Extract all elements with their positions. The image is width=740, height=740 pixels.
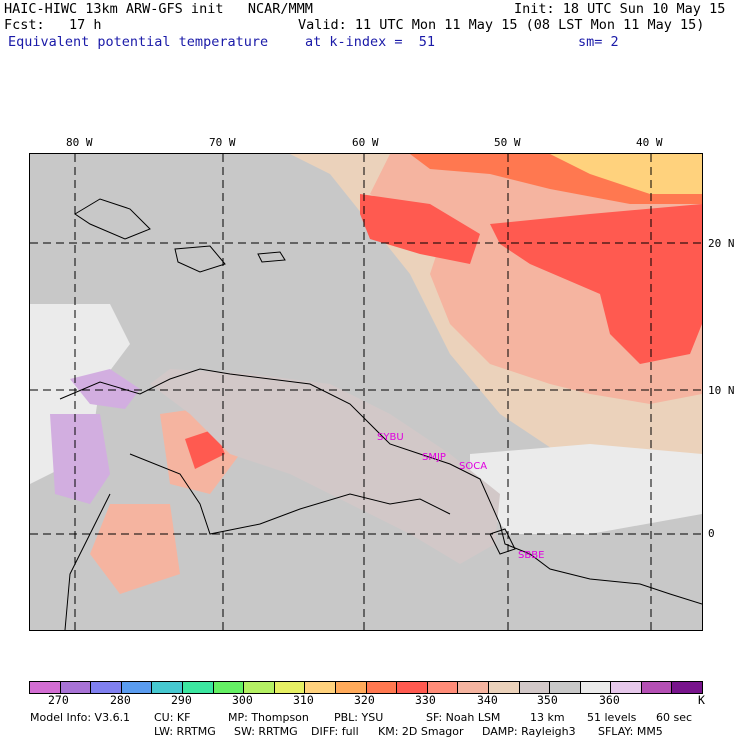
guianas-land-field (150, 369, 500, 564)
graticule (30, 154, 702, 630)
lon-label-40w: 40 W (636, 136, 663, 149)
smoothing: sm= 2 (578, 34, 619, 50)
cold-pocket-north (70, 369, 140, 409)
colorbar-swatch (305, 682, 336, 693)
colorbar-swatch (121, 682, 153, 693)
colorbar-label-340: 340 (477, 693, 498, 707)
colorbar-swatch (30, 682, 61, 693)
lon-label-50w: 50 W (494, 136, 521, 149)
colorbar-label-290: 290 (171, 693, 192, 707)
info-timestep: 60 sec (656, 711, 693, 724)
colorbar-swatch (60, 682, 92, 693)
info-levels: 51 levels (587, 711, 637, 724)
cold-pocket-south (50, 414, 110, 504)
colorbar-label-350: 350 (537, 693, 558, 707)
colorbar-label-330: 330 (415, 693, 436, 707)
colorbar-swatch (152, 682, 183, 693)
info-damp: DAMP: Rayleigh3 (482, 725, 576, 738)
station-sybu: SYBU (377, 432, 404, 443)
theta-e-max-east (490, 204, 702, 364)
colorbar-label-360: 360 (599, 693, 620, 707)
puerto-rico-coast (257, 251, 286, 263)
lon-label-70w: 70 W (209, 136, 236, 149)
station-sbbe: SBBE (518, 550, 545, 561)
info-sflay: SFLAY: MM5 (598, 725, 663, 738)
info-mp: MP: Thompson (228, 711, 309, 724)
lon-label-80w: 80 W (66, 136, 93, 149)
model-title: HAIC-HIWC 13km ARW-GFS init NCAR/MMM (4, 1, 313, 17)
lat-label-20n: 20 N (708, 237, 735, 250)
info-resolution: 13 km (530, 711, 565, 724)
colorbar-label-310: 310 (293, 693, 314, 707)
info-lw: LW: RRTMG (154, 725, 216, 738)
south-america-north-coast (59, 368, 702, 605)
info-pbl: PBL: YSU (334, 711, 384, 724)
station-soca: SOCA (459, 461, 488, 472)
station-smjp: SMJP (422, 452, 446, 463)
info-diff: DIFF: full (311, 725, 359, 738)
cool-region-east (470, 444, 702, 534)
colorbar-swatch (519, 682, 551, 693)
info-model: Model Info: V3.6.1 (30, 711, 131, 724)
info-cu: CU: KF (154, 711, 191, 724)
venezuela-brazil-border (129, 453, 451, 535)
colorbar-swatch (458, 682, 489, 693)
colorbar-swatch (611, 682, 642, 693)
colorbar-swatch (550, 682, 581, 693)
colorbar-swatch (397, 682, 428, 693)
colorbar-swatch (366, 682, 398, 693)
map-plot-area (29, 153, 703, 631)
theta-e-max-west (360, 194, 480, 264)
hispaniola-coast (174, 245, 226, 273)
colorbar-swatch (244, 682, 275, 693)
init-time: Init: 18 UTC Sun 10 May 15 (514, 1, 726, 17)
colorbar-swatch (335, 682, 367, 693)
colorbar-swatch (274, 682, 306, 693)
colorbar-label-300: 300 (232, 693, 253, 707)
cuba-coast (74, 198, 151, 240)
colorbar-swatch (91, 682, 122, 693)
colorbar-swatch (641, 682, 673, 693)
theta-e-peak-ne (550, 154, 702, 194)
lon-label-60w: 60 W (352, 136, 379, 149)
valid-time: Valid: 11 UTC Mon 11 May 15 (08 LST Mon … (298, 17, 705, 33)
colorbar-swatch (182, 682, 214, 693)
colorbar-label-280: 280 (110, 693, 131, 707)
theta-e-map (30, 154, 702, 630)
colorbar-swatch (213, 682, 245, 693)
colorbar-unit: K (698, 693, 705, 707)
field-name: Equivalent potential temperature (8, 34, 269, 50)
colorbar-swatch (427, 682, 459, 693)
colorbar-swatch (580, 682, 612, 693)
warm-region-southwest (90, 504, 180, 594)
marajo-island (489, 528, 516, 555)
info-sf: SF: Noah LSM (426, 711, 501, 724)
colorbar-swatch (672, 682, 703, 693)
lat-label-10n: 10 N (708, 384, 735, 397)
info-sw: SW: RRTMG (234, 725, 298, 738)
coastlines (59, 198, 702, 630)
lat-label-equator: 0 (708, 527, 715, 540)
pacific-coast (64, 493, 111, 630)
level-index: at k-index = 51 (305, 34, 436, 50)
color-scale-bar (29, 681, 703, 694)
colorbar-label-320: 320 (354, 693, 375, 707)
forecast-hour: Fcst: 17 h (4, 17, 102, 33)
colorbar-label-270: 270 (48, 693, 69, 707)
colorbar-swatch (488, 682, 520, 693)
info-km: KM: 2D Smagor (378, 725, 464, 738)
